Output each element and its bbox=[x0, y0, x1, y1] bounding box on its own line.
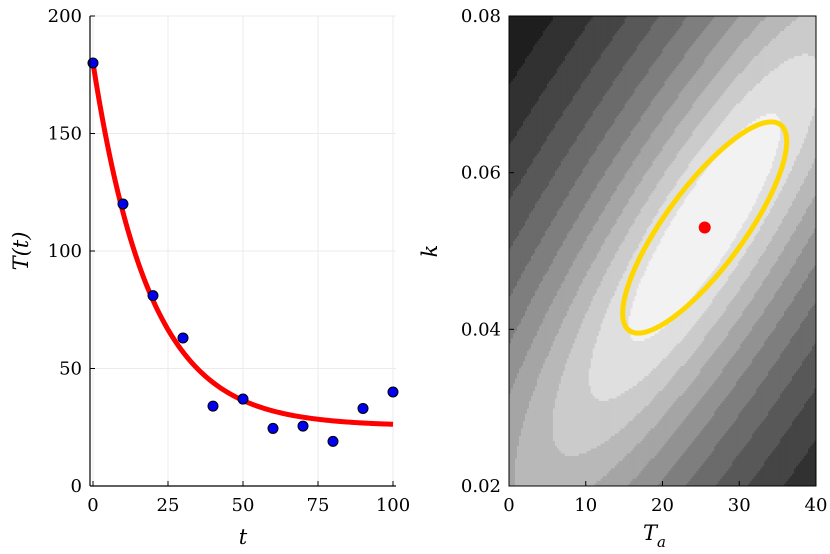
figure: 0 25 50 75 100 0 50 100 150 200 t T(t) 0 10 20 30 400… bbox=[0, 0, 830, 554]
data-point bbox=[148, 291, 158, 301]
left-y-axis-label: T(t) bbox=[9, 232, 33, 271]
data-point bbox=[358, 403, 368, 413]
left-x-axis-label: t bbox=[239, 525, 248, 549]
left-x-tick-label: 50 bbox=[232, 495, 255, 516]
data-point bbox=[178, 333, 188, 343]
left-x-tick-label: 100 bbox=[376, 495, 410, 516]
left-x-tick-label: 75 bbox=[307, 495, 330, 516]
left-y-tick-label: 100 bbox=[48, 241, 82, 262]
data-point bbox=[328, 436, 338, 446]
data-point bbox=[238, 394, 248, 404]
left-tick-labels: 0 25 50 75 100 0 50 100 150 200 bbox=[48, 6, 411, 516]
left-y-tick-label: 150 bbox=[48, 124, 82, 145]
left-panel: 0 25 50 75 100 0 50 100 150 200 t T(t) bbox=[9, 6, 410, 549]
left-x-tick-label: 25 bbox=[157, 495, 180, 516]
left-y-tick-label: 0 bbox=[71, 476, 82, 497]
data-point bbox=[298, 421, 308, 431]
data-point bbox=[208, 401, 218, 411]
data-point bbox=[388, 387, 398, 397]
data-point bbox=[118, 199, 128, 209]
left-y-tick-label: 50 bbox=[59, 359, 82, 380]
data-point bbox=[268, 423, 278, 433]
right-panel: 0 10 20 30 400.020.040.060.08 Ta k bbox=[418, 6, 827, 551]
right-contour-layer bbox=[509, 16, 817, 487]
left-y-tick-label: 200 bbox=[48, 6, 82, 27]
left-x-tick-label: 0 bbox=[87, 495, 98, 516]
